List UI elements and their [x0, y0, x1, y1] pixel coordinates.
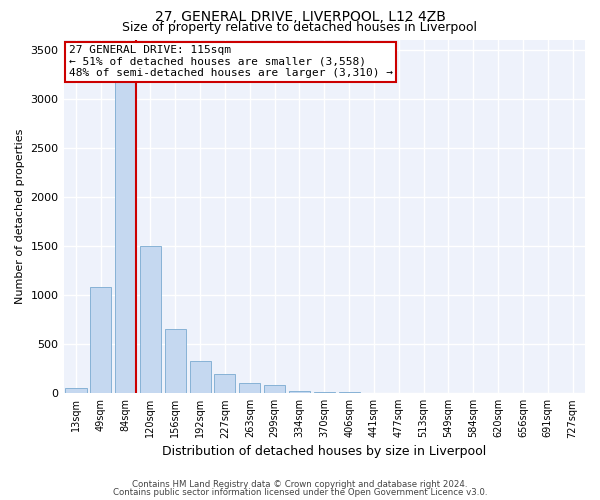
Bar [314, 392, 335, 393]
Y-axis label: Number of detached properties: Number of detached properties [15, 129, 25, 304]
Bar [289, 390, 310, 393]
Bar [165, 330, 186, 393]
Text: Size of property relative to detached houses in Liverpool: Size of property relative to detached ho… [122, 21, 478, 34]
Bar [90, 287, 112, 393]
Bar [239, 384, 260, 393]
Bar [190, 361, 211, 393]
Text: 27 GENERAL DRIVE: 115sqm
← 51% of detached houses are smaller (3,558)
48% of sem: 27 GENERAL DRIVE: 115sqm ← 51% of detach… [69, 46, 393, 78]
Text: Contains HM Land Registry data © Crown copyright and database right 2024.: Contains HM Land Registry data © Crown c… [132, 480, 468, 489]
Bar [65, 388, 86, 393]
Bar [140, 246, 161, 393]
Text: 27, GENERAL DRIVE, LIVERPOOL, L12 4ZB: 27, GENERAL DRIVE, LIVERPOOL, L12 4ZB [155, 10, 445, 24]
Text: Contains public sector information licensed under the Open Government Licence v3: Contains public sector information licen… [113, 488, 487, 497]
Bar [115, 56, 136, 393]
X-axis label: Distribution of detached houses by size in Liverpool: Distribution of detached houses by size … [162, 444, 487, 458]
Bar [338, 392, 359, 393]
Bar [264, 386, 285, 393]
Bar [214, 374, 235, 393]
